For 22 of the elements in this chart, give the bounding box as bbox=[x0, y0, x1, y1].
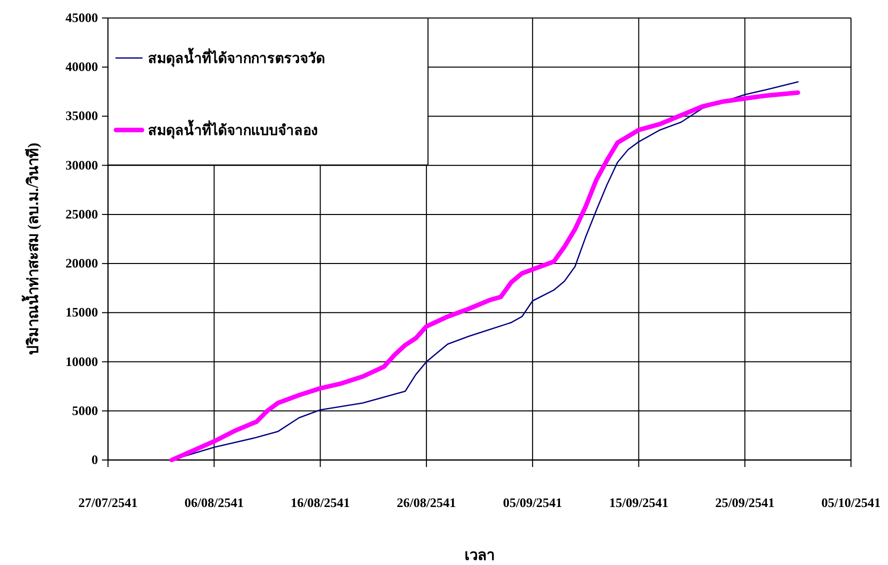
x-tick-label: 25/09/2541 bbox=[715, 495, 774, 510]
y-tick-label: 35000 bbox=[66, 108, 98, 124]
y-tick-label: 20000 bbox=[66, 256, 98, 271]
x-tick-label: 26/08/2541 bbox=[396, 495, 456, 510]
y-tick-label: 10000 bbox=[66, 354, 98, 369]
x-tick-label: 05/09/2541 bbox=[502, 495, 562, 510]
x-tick-label: 16/08/2541 bbox=[290, 495, 350, 510]
y-tick-label: 5000 bbox=[72, 402, 98, 418]
y-tick-label: 45000 bbox=[66, 10, 98, 25]
x-tick-label: 05/10/2541 bbox=[821, 495, 881, 510]
y-tick-label: 15000 bbox=[66, 304, 98, 320]
x-tick-label: 15/09/2541 bbox=[609, 495, 668, 510]
x-tick-label: 06/08/2541 bbox=[184, 495, 244, 510]
y-tick-label: 25000 bbox=[66, 206, 98, 222]
y-tick-label: 30000 bbox=[66, 157, 98, 172]
legend-label: สมดุลน้ำที่ได้จากการตรวจวัด bbox=[148, 47, 325, 67]
y-axis-title: ปริมาณน้ำท่าสะสม (ลบ.ม./วินาที) bbox=[21, 142, 42, 356]
x-tick-label: 27/07/2541 bbox=[78, 495, 138, 510]
x-axis-title: เวลา bbox=[464, 548, 494, 564]
legend-label: สมดุลน้ำที่ได้จากแบบจำลอง bbox=[148, 119, 318, 139]
y-tick-label: 0 bbox=[92, 452, 98, 467]
y-tick-label: 40000 bbox=[66, 59, 98, 74]
